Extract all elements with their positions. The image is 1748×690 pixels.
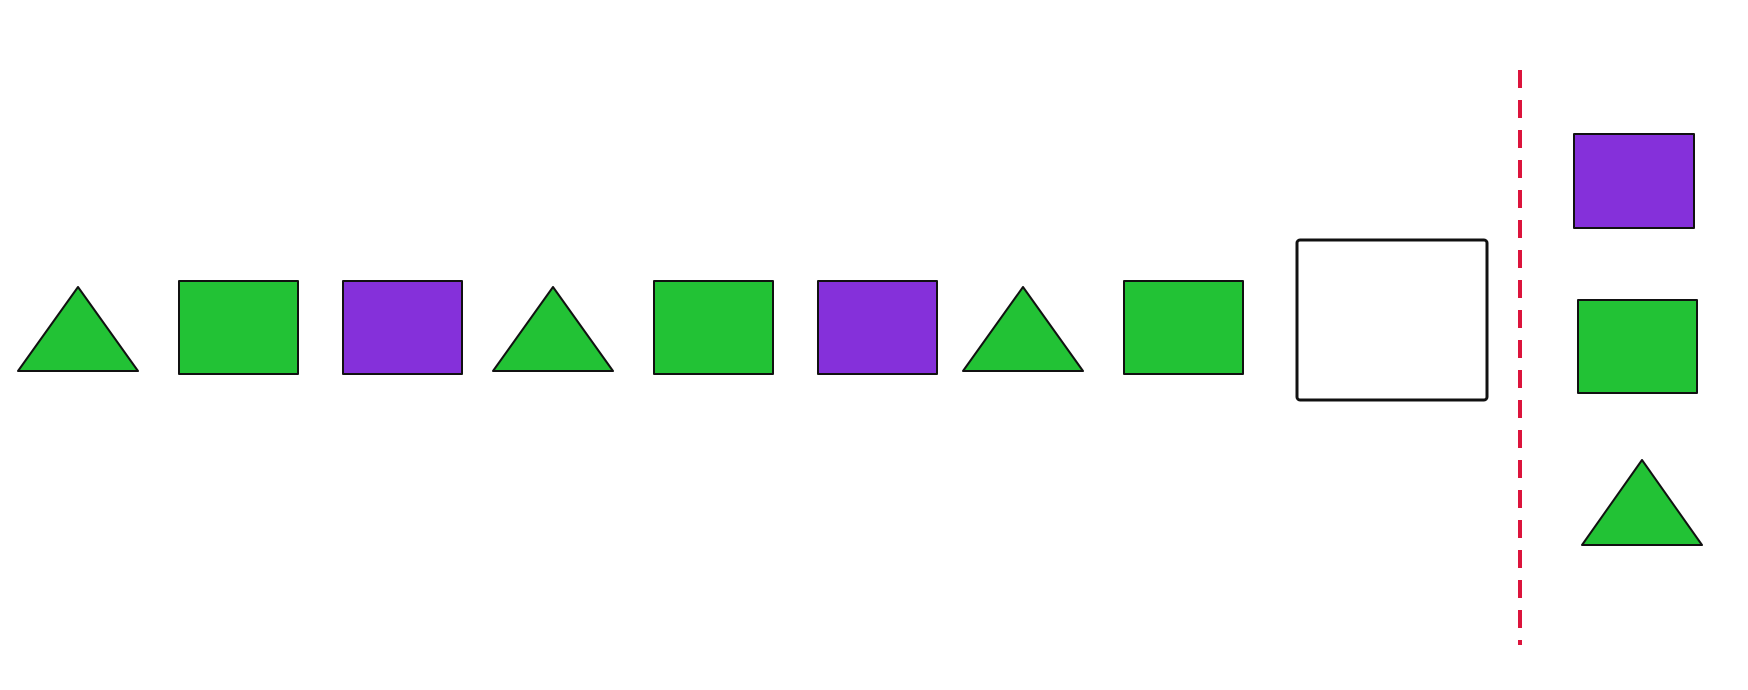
- sequence-green-square-5: [653, 280, 774, 375]
- sequence-green-triangle-1: [17, 286, 139, 372]
- sequence-green-square-2: [178, 280, 299, 375]
- sequence-green-triangle-4: [492, 286, 614, 372]
- sequence-purple-square-6: [817, 280, 938, 375]
- answer-options-column: [1573, 133, 1703, 546]
- sequence-row: [17, 238, 1489, 402]
- option-green-triangle-3[interactable]: [1581, 459, 1703, 546]
- sequence-green-square-8: [1123, 280, 1244, 375]
- sequence-green-triangle-7: [962, 286, 1084, 372]
- blank-answer-box[interactable]: [1295, 238, 1489, 402]
- option-green-square-2[interactable]: [1577, 299, 1698, 394]
- sequence-purple-square-3: [342, 280, 463, 375]
- option-purple-square-1[interactable]: [1573, 133, 1695, 229]
